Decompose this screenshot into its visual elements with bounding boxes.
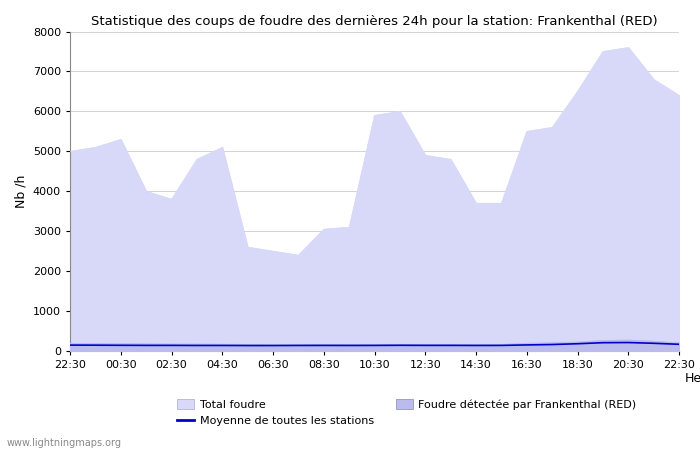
Y-axis label: Nb /h: Nb /h — [14, 175, 27, 208]
Text: Heure: Heure — [685, 372, 700, 385]
Title: Statistique des coups de foudre des dernières 24h pour la station: Frankenthal (: Statistique des coups de foudre des dern… — [91, 14, 658, 27]
Text: www.lightningmaps.org: www.lightningmaps.org — [7, 438, 122, 448]
Legend: Total foudre, Moyenne de toutes les stations, Foudre détectée par Frankenthal (R: Total foudre, Moyenne de toutes les stat… — [173, 395, 640, 431]
